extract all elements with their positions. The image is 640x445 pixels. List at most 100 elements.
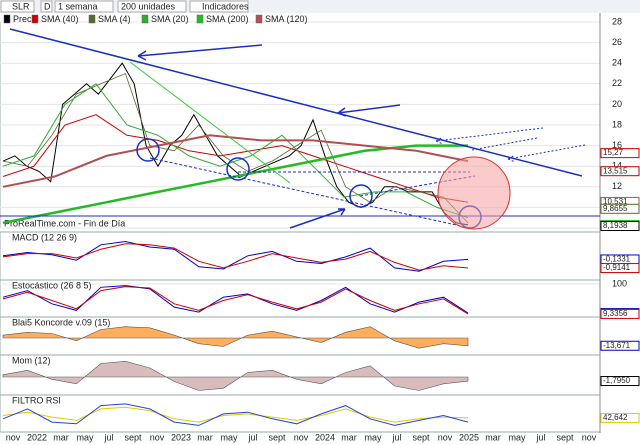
arrow [471,137,538,151]
series-line [2,240,469,272]
circle [349,184,373,208]
area [2,326,469,349]
arrow [507,144,586,163]
x-tick-label: jul [391,432,401,442]
legend-label: Precio [13,14,39,24]
x-tick-label: sept [556,432,574,442]
indicators-box[interactable] [189,0,249,13]
legend-label: SMA (200) [206,14,249,24]
x-tick-label: 2023 [171,432,191,442]
value-label: -1,7950 [603,376,631,385]
legend-swatch [255,14,263,24]
arrow [289,208,346,229]
series-line [2,285,469,314]
x-tick-label: jul [103,432,113,442]
panel-title: Estocástico (26 8 5) [12,280,92,290]
y-tick-label: 14 [612,161,622,171]
y-tick-label: 12 [612,181,622,191]
value-label: 8,1938 [603,221,628,230]
panel-title: Mom (12) [12,355,51,365]
series-line [2,403,469,426]
x-tick-label: nov [150,432,165,442]
value-label-box [600,308,640,319]
circle [136,138,160,162]
value-label: 15,27 [603,148,624,157]
units: 200 unidades [121,1,176,11]
y-tick-label: 18 [612,119,622,129]
arrow [137,44,263,61]
value-label: 10,531 [603,197,628,206]
x-tick-label: jul [535,432,545,442]
arrow [337,104,401,117]
value-label: -0,1331 [603,255,631,264]
x-tick-label: nov [6,432,21,442]
legend-label: SMA (4) [98,14,131,24]
y-tick-label: 24 [612,58,622,68]
legend-label: SMA (40) [41,14,79,24]
x-tick-label: 2024 [315,432,335,442]
x-tick-label: nov [294,432,309,442]
y-tick-label: 20 [612,99,622,109]
arrow [435,127,544,145]
toolbar: SLR D 1 semana 200 unidades Indicadores [0,0,640,13]
circle [226,157,250,181]
x-tick-label: mar [341,432,357,442]
indicators: Indicadores [202,1,249,11]
x-tick-label: sept [124,432,142,442]
value-label: 9,3356 [603,309,628,318]
units-box[interactable] [117,0,187,13]
mode-box[interactable] [40,0,53,13]
legend-swatch [196,14,204,24]
x-tick-label: sept [268,432,286,442]
legend-swatch [88,14,96,24]
legend-swatch [141,14,149,24]
plots: 810121416182022242628ProRealTime.com - F… [0,13,640,442]
series-line [2,243,469,271]
value-label-box [600,376,640,387]
series-line [2,114,469,203]
value-label-box [600,221,640,232]
series-line [2,134,469,188]
symbol: SLR [12,1,30,11]
area [2,360,469,391]
legend-swatch [31,14,39,24]
value-label-box [600,412,640,423]
series-line [2,286,469,315]
legend-label: SMA (120) [265,14,308,24]
series-line [2,406,469,423]
x-tick-label: may [76,432,94,442]
x-tick-label: 2022 [27,432,47,442]
value-label: 42,642 [603,413,628,422]
value-label-box [600,203,640,214]
value-label-box [600,166,640,177]
drawings [0,28,600,230]
period-box[interactable] [54,0,114,13]
x-tick-label: mar [53,432,69,442]
value-label: 13,515 [603,166,628,175]
y-tick-label: 16 [612,140,622,150]
y-tick-label: 26 [612,37,622,47]
value-label: -0,9141 [603,263,631,272]
x-tick-label: jul [247,432,257,442]
value-label: -13,671 [603,341,631,350]
symbol-box[interactable] [0,0,35,13]
panel-title: FILTRO RSI [12,395,61,405]
panel-title: MACD (12 26 9) [12,232,77,242]
panel-title: Blai5 Koncorde v.09 (15) [12,317,110,327]
x-tick-label: mar [197,432,213,442]
trend-line [129,61,291,184]
y-tick-label: 28 [612,16,622,26]
legend-swatch [3,14,11,24]
highlight-circle [437,156,511,230]
value-label-box [600,148,640,159]
value-label-box [600,263,640,274]
y-tick-label: 22 [612,78,622,88]
period: 1 semana [58,1,98,11]
x-tick-label: nov [438,432,453,442]
value-label: 9,8655 [603,204,628,213]
legend-label: SMA (20) [151,14,189,24]
value-label-box [600,340,640,351]
x-tick-label: 2025 [459,432,479,442]
series-line [2,72,469,224]
